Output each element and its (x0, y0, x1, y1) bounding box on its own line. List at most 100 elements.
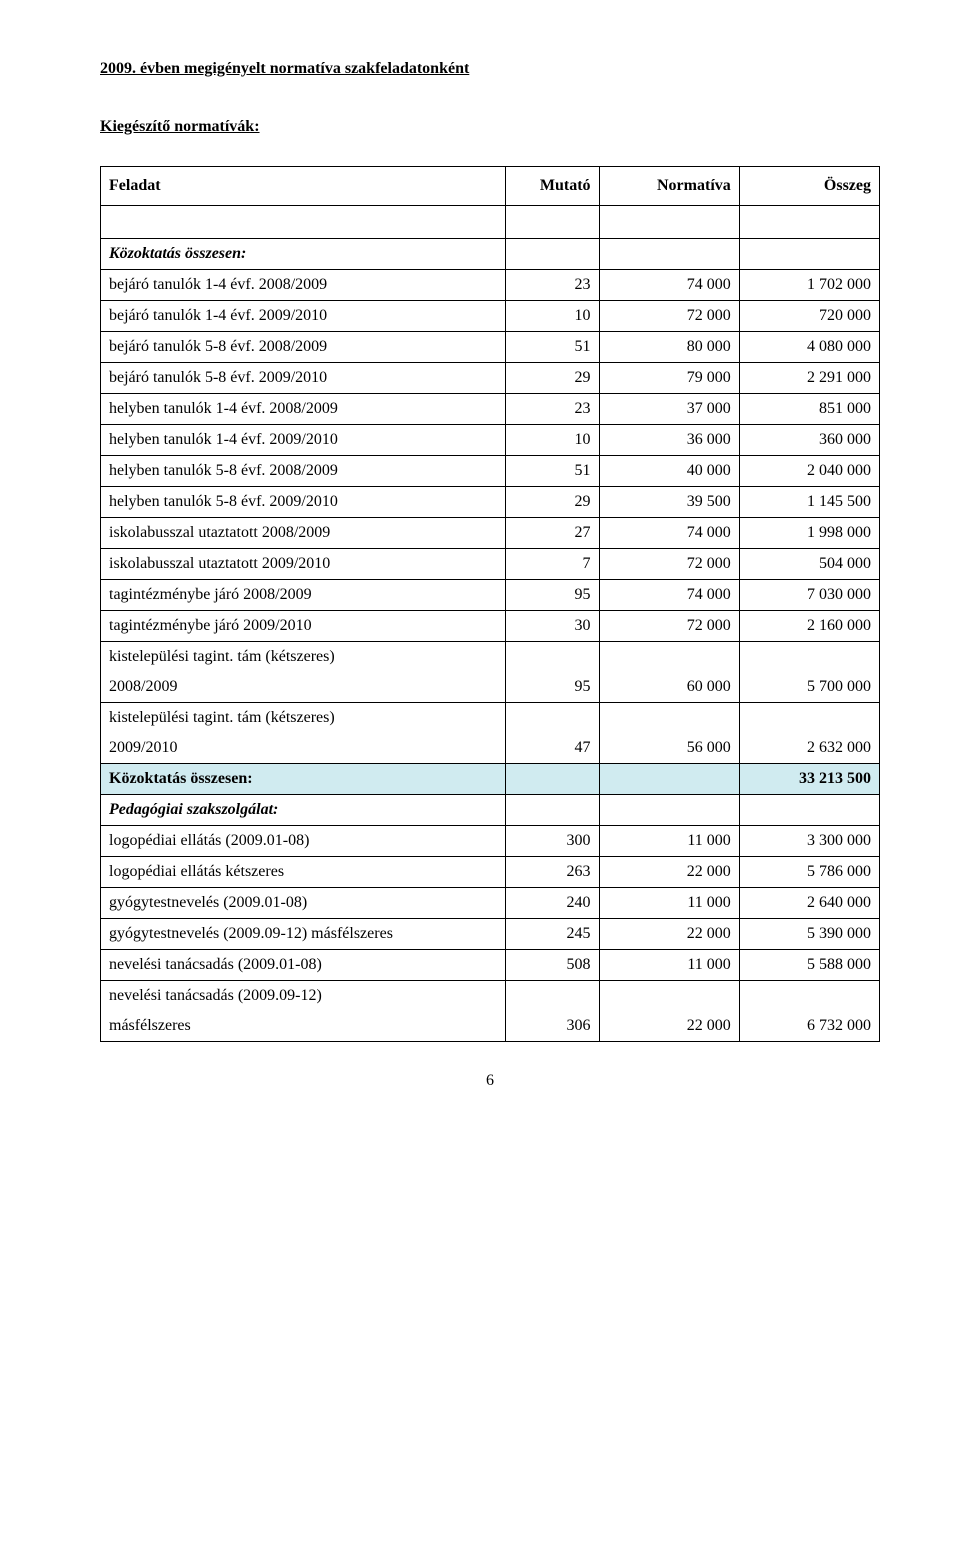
total-row: Közoktatás összesen: 33 213 500 (101, 764, 880, 795)
row-normativa: 11 000 (599, 950, 739, 981)
row-label-line1: nevelési tanácsadás (2009.09-12) (101, 981, 506, 1012)
row-normativa: 11 000 (599, 888, 739, 919)
row-label: gyógytestnevelés (2009.09-12) másfélszer… (101, 919, 506, 950)
row-label: helyben tanulók 5-8 évf. 2008/2009 (101, 456, 506, 487)
row-label: bejáró tanulók 1-4 évf. 2009/2010 (101, 301, 506, 332)
page-number: 6 (100, 1072, 880, 1090)
row-label: bejáró tanulók 1-4 évf. 2008/2009 (101, 270, 506, 301)
row-label-line2: 2009/2010 (101, 733, 506, 764)
row-label: iskolabusszal utaztatott 2008/2009 (101, 518, 506, 549)
row-osszeg: 720 000 (739, 301, 879, 332)
page-title: 2009. évben megigényelt normatíva szakfe… (100, 60, 880, 78)
header-normativa: Normatíva (599, 167, 739, 206)
row-osszeg: 5 786 000 (739, 857, 879, 888)
spacer-row (101, 206, 880, 239)
row-normativa: 80 000 (599, 332, 739, 363)
row-normativa: 72 000 (599, 549, 739, 580)
normativa-table: Feladat Mutató Normatíva Összeg Közoktat… (100, 166, 880, 1042)
row-osszeg: 5 700 000 (739, 672, 879, 703)
row-osszeg: 504 000 (739, 549, 879, 580)
table-row: helyben tanulók 5-8 évf. 2008/2009 51 40… (101, 456, 880, 487)
total-osszeg: 33 213 500 (739, 764, 879, 795)
table-row-multi: kistelepülési tagint. tám (kétszeres) (101, 703, 880, 734)
row-mutato: 27 (506, 518, 599, 549)
row-normativa: 74 000 (599, 580, 739, 611)
table-row: helyben tanulók 1-4 évf. 2008/2009 23 37… (101, 394, 880, 425)
page-subtitle: Kiegészítő normatívák: (100, 118, 880, 136)
row-mutato: 300 (506, 826, 599, 857)
table-row: gyógytestnevelés (2009.09-12) másfélszer… (101, 919, 880, 950)
row-osszeg: 2 040 000 (739, 456, 879, 487)
row-normativa: 39 500 (599, 487, 739, 518)
row-mutato: 306 (506, 1011, 599, 1042)
row-mutato: 51 (506, 456, 599, 487)
row-mutato: 47 (506, 733, 599, 764)
row-mutato: 30 (506, 611, 599, 642)
row-normativa: 74 000 (599, 518, 739, 549)
row-osszeg: 360 000 (739, 425, 879, 456)
row-osszeg: 6 732 000 (739, 1011, 879, 1042)
row-normativa: 40 000 (599, 456, 739, 487)
row-label: helyben tanulók 1-4 évf. 2008/2009 (101, 394, 506, 425)
row-osszeg: 5 390 000 (739, 919, 879, 950)
row-normativa: 79 000 (599, 363, 739, 394)
table-row-multi: kistelepülési tagint. tám (kétszeres) (101, 642, 880, 673)
row-label: bejáró tanulók 5-8 évf. 2009/2010 (101, 363, 506, 394)
table-row: bejáró tanulók 5-8 évf. 2008/2009 51 80 … (101, 332, 880, 363)
row-mutato: 95 (506, 672, 599, 703)
row-mutato: 10 (506, 425, 599, 456)
row-normativa: 72 000 (599, 611, 739, 642)
table-row: helyben tanulók 1-4 évf. 2009/2010 10 36… (101, 425, 880, 456)
row-osszeg: 851 000 (739, 394, 879, 425)
table-row: iskolabusszal utaztatott 2009/2010 7 72 … (101, 549, 880, 580)
row-osszeg: 7 030 000 (739, 580, 879, 611)
section-heading-row: Közoktatás összesen: (101, 239, 880, 270)
table-row: logopédiai ellátás kétszeres 263 22 000 … (101, 857, 880, 888)
row-label-line2: másfélszeres (101, 1011, 506, 1042)
row-normativa: 22 000 (599, 857, 739, 888)
row-osszeg: 5 588 000 (739, 950, 879, 981)
row-label: bejáró tanulók 5-8 évf. 2008/2009 (101, 332, 506, 363)
table-row-multi: 2008/2009 95 60 000 5 700 000 (101, 672, 880, 703)
row-label: helyben tanulók 1-4 évf. 2009/2010 (101, 425, 506, 456)
row-mutato: 95 (506, 580, 599, 611)
header-osszeg: Összeg (739, 167, 879, 206)
table-row-multi: másfélszeres 306 22 000 6 732 000 (101, 1011, 880, 1042)
row-label: logopédiai ellátás kétszeres (101, 857, 506, 888)
row-normativa: 22 000 (599, 919, 739, 950)
table-row: nevelési tanácsadás (2009.01-08) 508 11 … (101, 950, 880, 981)
row-mutato: 508 (506, 950, 599, 981)
row-label: logopédiai ellátás (2009.01-08) (101, 826, 506, 857)
row-mutato: 240 (506, 888, 599, 919)
row-label: iskolabusszal utaztatott 2009/2010 (101, 549, 506, 580)
row-mutato: 10 (506, 301, 599, 332)
table-row: iskolabusszal utaztatott 2008/2009 27 74… (101, 518, 880, 549)
row-normativa: 74 000 (599, 270, 739, 301)
table-header-row: Feladat Mutató Normatíva Összeg (101, 167, 880, 206)
table-row-multi: 2009/2010 47 56 000 2 632 000 (101, 733, 880, 764)
row-label: tagintézménybe járó 2009/2010 (101, 611, 506, 642)
row-osszeg: 1 145 500 (739, 487, 879, 518)
row-osszeg: 2 632 000 (739, 733, 879, 764)
row-mutato: 29 (506, 363, 599, 394)
row-osszeg: 3 300 000 (739, 826, 879, 857)
header-mutato: Mutató (506, 167, 599, 206)
row-osszeg: 2 160 000 (739, 611, 879, 642)
row-label: nevelési tanácsadás (2009.01-08) (101, 950, 506, 981)
row-osszeg: 1 702 000 (739, 270, 879, 301)
table-row-multi: nevelési tanácsadás (2009.09-12) (101, 981, 880, 1012)
row-label-line1: kistelepülési tagint. tám (kétszeres) (101, 703, 506, 734)
row-normativa: 36 000 (599, 425, 739, 456)
table-row: bejáró tanulók 1-4 évf. 2008/2009 23 74 … (101, 270, 880, 301)
table-row: bejáró tanulók 1-4 évf. 2009/2010 10 72 … (101, 301, 880, 332)
row-osszeg: 4 080 000 (739, 332, 879, 363)
table-row: gyógytestnevelés (2009.01-08) 240 11 000… (101, 888, 880, 919)
row-label-line1: kistelepülési tagint. tám (kétszeres) (101, 642, 506, 673)
row-label-line2: 2008/2009 (101, 672, 506, 703)
row-osszeg: 2 640 000 (739, 888, 879, 919)
section-heading: Közoktatás összesen: (101, 239, 506, 270)
table-row: helyben tanulók 5-8 évf. 2009/2010 29 39… (101, 487, 880, 518)
row-label: tagintézménybe járó 2008/2009 (101, 580, 506, 611)
row-normativa: 22 000 (599, 1011, 739, 1042)
row-normativa: 60 000 (599, 672, 739, 703)
